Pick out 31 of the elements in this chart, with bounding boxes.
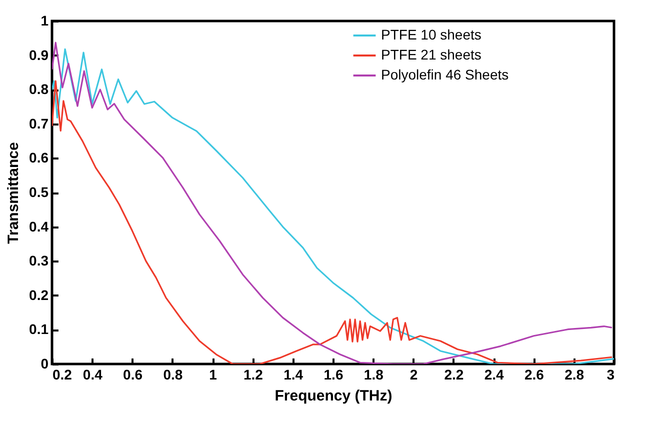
y-tick-label: 0 xyxy=(40,356,49,372)
y-tick-label: 0.1 xyxy=(29,321,49,338)
legend-label: PTFE 21 sheets xyxy=(381,46,482,62)
x-tick-label: 1.4 xyxy=(284,366,304,382)
x-tick-label: 2.6 xyxy=(524,366,544,382)
x-tick-label: 3 xyxy=(606,366,615,382)
y-axis-title: Transmittance xyxy=(5,142,22,244)
x-tick-label: 2.8 xyxy=(564,366,584,382)
x-tick-label: 1 xyxy=(209,366,218,382)
x-tick-label: 2 xyxy=(410,366,418,382)
x-tick-label: 1.2 xyxy=(243,366,264,382)
x-tick-label: 0.8 xyxy=(163,366,183,382)
y-tick-label: 0.5 xyxy=(29,184,49,200)
legend-label: PTFE 10 sheets xyxy=(381,26,482,42)
y-tick-label: 1 xyxy=(40,12,49,28)
y-tick-label: 0.6 xyxy=(29,150,49,166)
x-tick-label: 0.2 xyxy=(52,366,72,382)
y-tick-label: 0.4 xyxy=(29,218,49,234)
x-tick-label: 1.6 xyxy=(324,366,344,382)
y-tick-label: 0.7 xyxy=(29,115,49,132)
x-tick-label: 1.8 xyxy=(364,366,384,382)
y-tick-label: 0.9 xyxy=(29,46,49,63)
y-tick-label: 0.2 xyxy=(29,286,49,303)
y-tick-label: 0.8 xyxy=(29,81,49,98)
x-tick-label: 0.6 xyxy=(123,366,143,382)
x-tick-label: 2.4 xyxy=(484,366,504,382)
x-tick-label: 0.4 xyxy=(82,366,103,382)
y-tick-label: 0.3 xyxy=(29,252,49,269)
x-tick-label: 2.2 xyxy=(444,366,464,382)
legend-label: Polyolefin 46 Sheets xyxy=(381,66,509,82)
x-axis-title: Frequency (THz) xyxy=(274,388,392,404)
